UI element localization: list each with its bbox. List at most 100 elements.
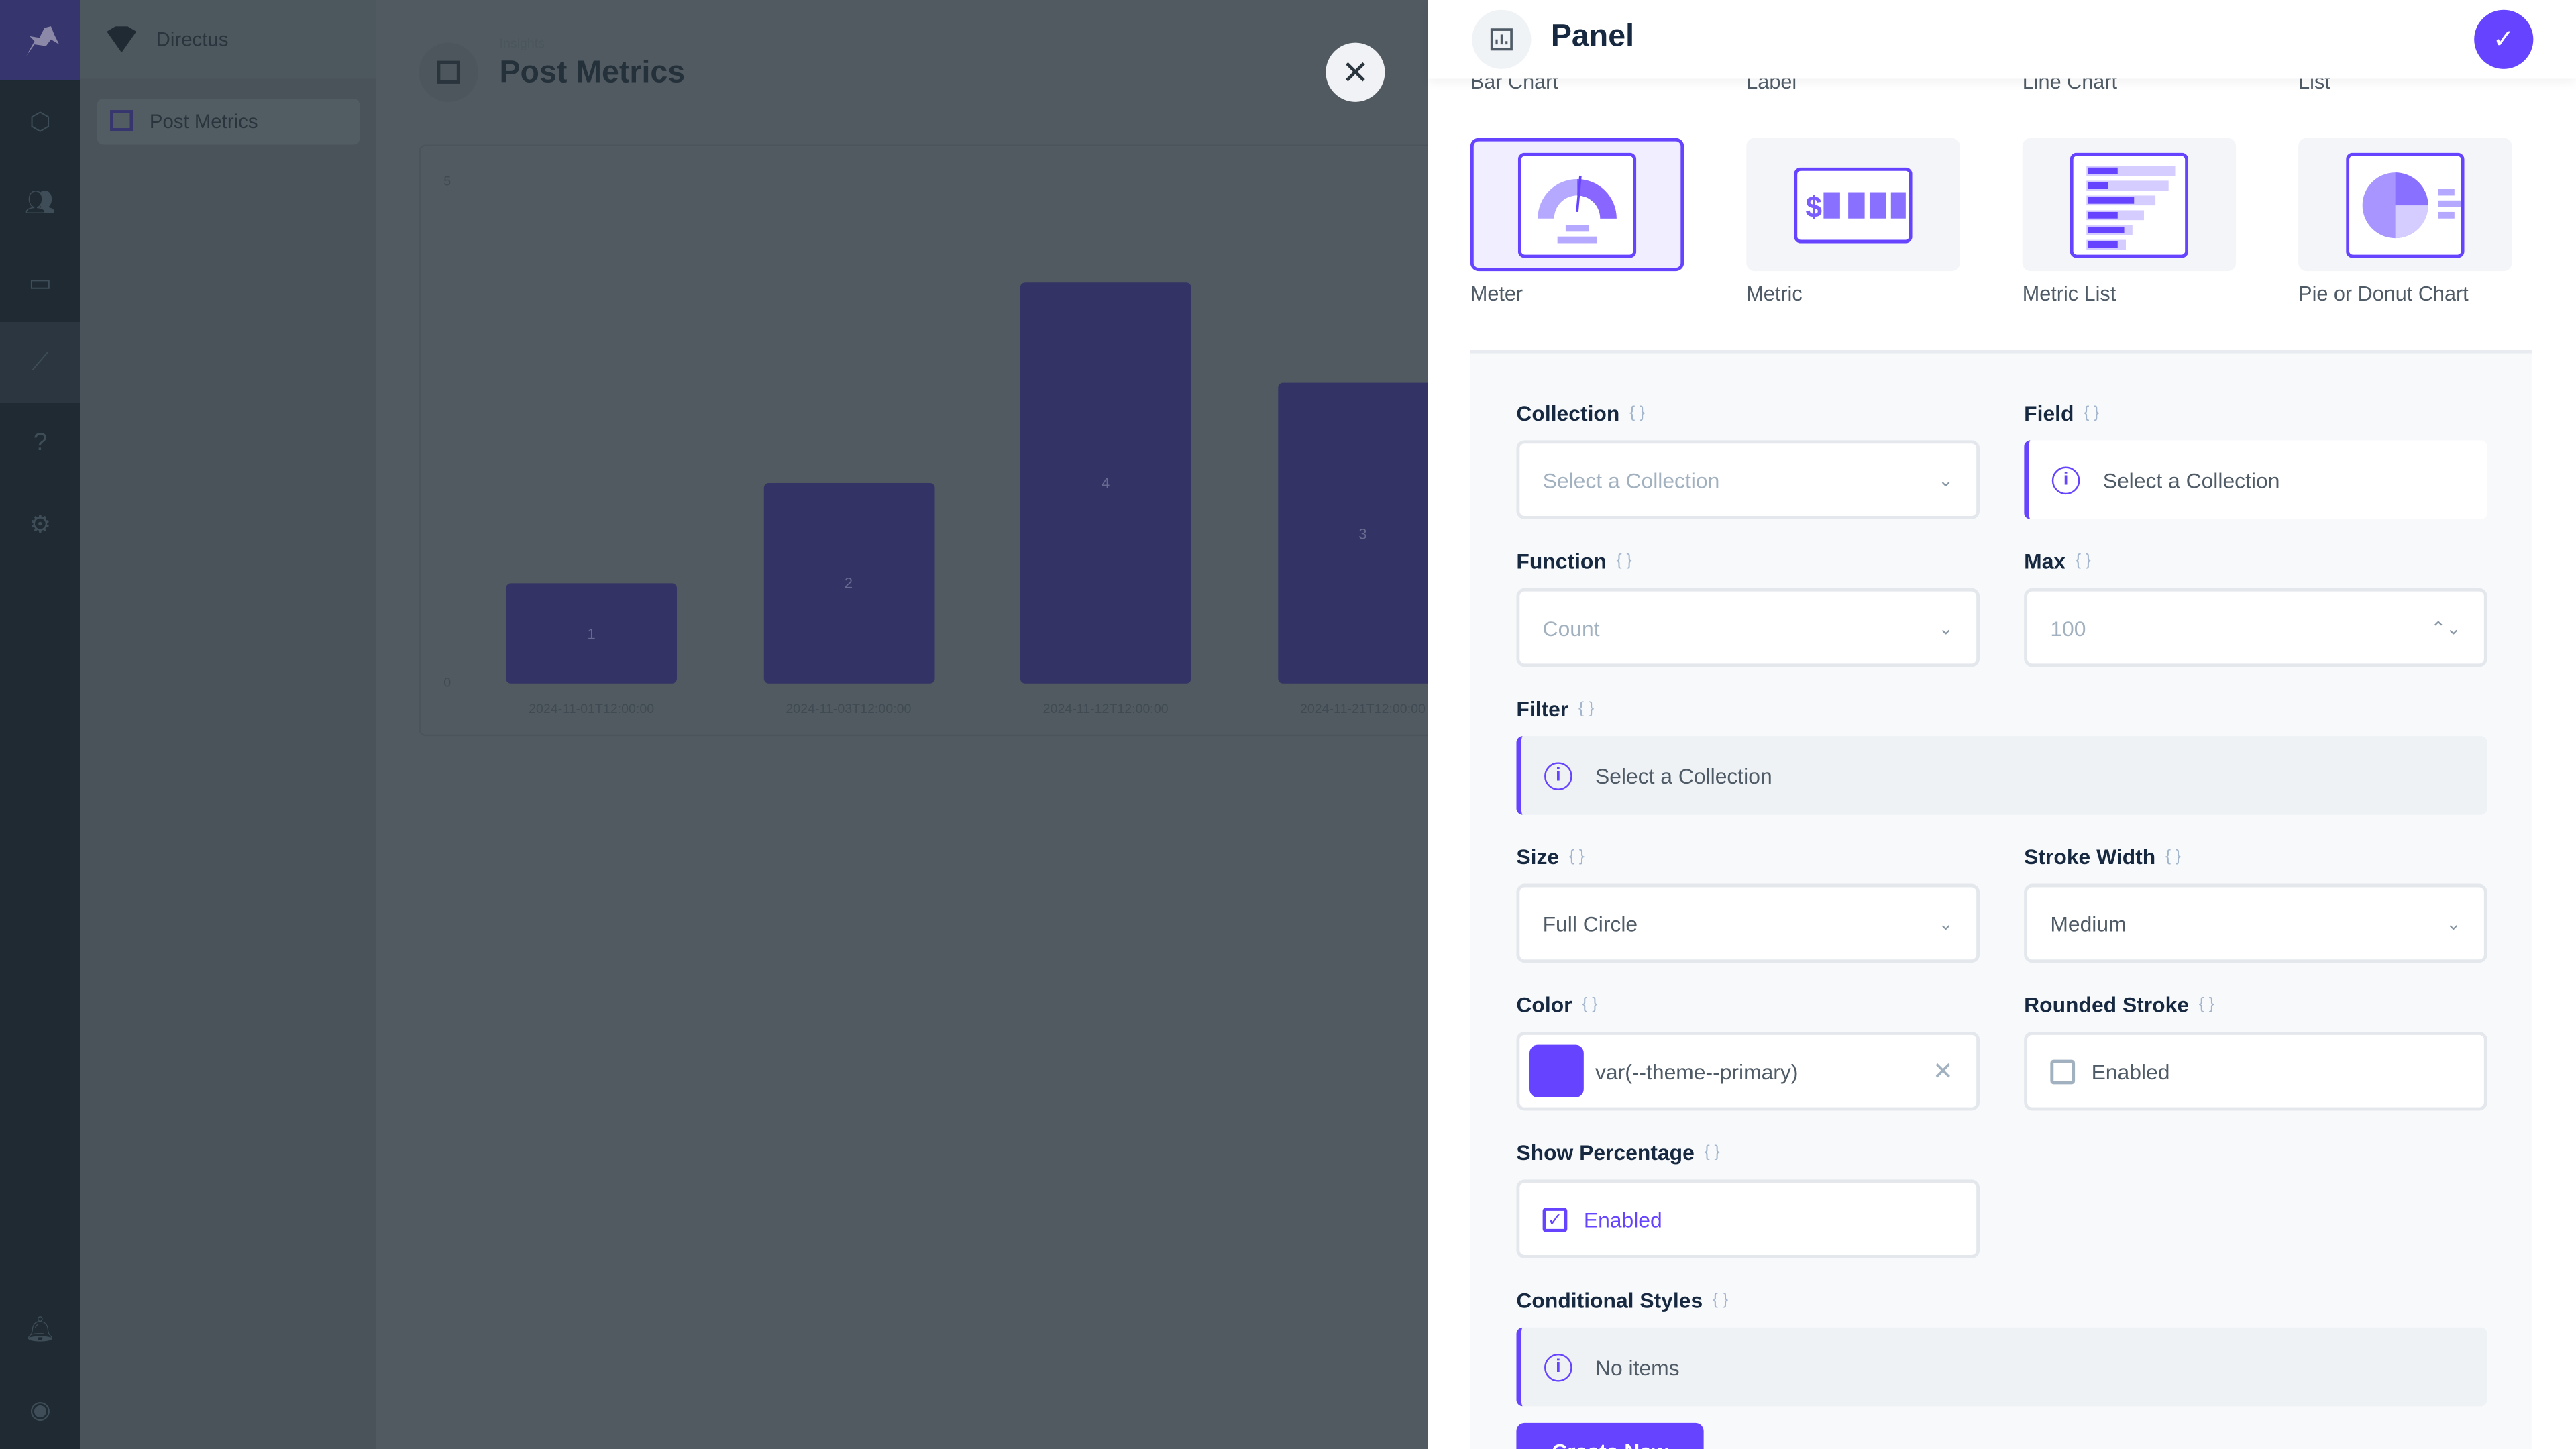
type-metric-list-tile[interactable] xyxy=(2022,138,2237,272)
panel-options-form: Collection{ } Select a Collection ⌄ Field… xyxy=(1470,350,2532,1449)
type-pie-donut-tile[interactable] xyxy=(2298,138,2512,272)
close-icon: ✕ xyxy=(1341,55,1369,91)
type-meter-tile[interactable] xyxy=(1470,138,1684,272)
bar-value-label: 1 xyxy=(587,625,596,642)
content-module-icon[interactable]: ⬡ xyxy=(29,107,52,136)
raw-value-icon[interactable]: { } xyxy=(1568,847,1585,866)
breadcrumb[interactable]: Insights xyxy=(499,36,545,51)
raw-value-icon[interactable]: { } xyxy=(1578,700,1595,718)
chevron-down-icon: ⌄ xyxy=(1938,914,1953,934)
color-label: Color{ } xyxy=(1516,992,1598,1017)
x-tick-label: 2024-11-21T12:00:00 xyxy=(1299,701,1426,716)
collection-label: Collection{ } xyxy=(1516,400,1646,426)
bar[interactable] xyxy=(1020,282,1191,684)
stroke-width-label: Stroke Width{ } xyxy=(2024,844,2182,869)
y-tick-label: 5 xyxy=(443,174,451,189)
save-button[interactable]: ✓ xyxy=(2474,9,2534,69)
bar[interactable] xyxy=(506,583,677,684)
type-metric-tile[interactable]: $ xyxy=(1746,138,1960,272)
size-select[interactable]: Full Circle ⌄ xyxy=(1516,883,1980,963)
filter-label: Filter{ } xyxy=(1516,696,1595,722)
filter-notice: i Select a Collection xyxy=(1516,736,2487,815)
insights-module-icon[interactable]: ⟋ xyxy=(0,322,81,403)
navigation-sidebar: Directus Post Metrics xyxy=(80,0,376,1449)
users-module-icon[interactable]: 👥︎ xyxy=(24,188,56,217)
raw-value-icon[interactable]: { } xyxy=(1616,551,1632,570)
max-input[interactable]: 100 ⌃⌄ xyxy=(2024,588,2487,667)
bar[interactable] xyxy=(763,483,934,684)
create-new-button[interactable]: Create New xyxy=(1516,1422,1704,1449)
conditional-styles-notice: i No items xyxy=(1516,1327,2487,1407)
color-swatch[interactable] xyxy=(1529,1044,1584,1097)
module-bar: ⬡ 👥︎ ▭ ⟋ ? ⚙ 🔔︎ ◉ xyxy=(0,0,81,1449)
bar-value-label: 3 xyxy=(1358,525,1367,541)
x-tick-label: 2024-11-12T12:00:00 xyxy=(1042,701,1169,716)
check-icon: ✓ xyxy=(2492,26,2515,54)
main-content: Insights Post Metrics 0 5 1 2024-11-01T12:0… xyxy=(376,0,1448,1449)
raw-value-icon[interactable]: { } xyxy=(1712,1291,1729,1309)
y-tick-label: 0 xyxy=(443,675,451,690)
info-icon: i xyxy=(1544,1352,1572,1381)
dashboard-icon xyxy=(110,110,133,131)
bar[interactable] xyxy=(1277,382,1448,684)
rounded-stroke-checkbox[interactable]: Enabled xyxy=(2024,1031,2487,1111)
files-module-icon[interactable]: ▭ xyxy=(28,268,52,297)
svg-text:$: $ xyxy=(1805,190,1822,223)
function-select[interactable]: Count ⌄ xyxy=(1516,588,1980,667)
bar-value-label: 4 xyxy=(1102,474,1110,492)
drawer-header: Panel ✓ xyxy=(1428,0,2576,79)
type-meter-label: Meter xyxy=(1470,282,1523,306)
x-tick-label: 2024-11-01T12:00:00 xyxy=(529,701,655,716)
raw-value-icon[interactable]: { } xyxy=(2084,404,2100,423)
x-tick-label: 2024-11-03T12:00:00 xyxy=(786,701,912,716)
color-input[interactable]: var(--theme--primary) ✕ xyxy=(1516,1031,1980,1111)
settings-icon[interactable]: ⚙ xyxy=(29,510,52,539)
page-title: Post Metrics xyxy=(499,56,686,91)
bar-value-label: 2 xyxy=(844,575,853,592)
notifications-bell-icon[interactable]: 🔔︎ xyxy=(24,1315,56,1344)
conditional-styles-label: Conditional Styles{ } xyxy=(1516,1288,1729,1313)
raw-value-icon[interactable]: { } xyxy=(2075,551,2092,570)
insert-chart-icon xyxy=(1472,9,1532,69)
rounded-stroke-label: Rounded Stroke{ } xyxy=(2024,992,2214,1017)
raw-value-icon[interactable]: { } xyxy=(2165,847,2182,866)
field-notice: i Select a Collection xyxy=(2024,440,2487,519)
chevron-down-icon: ⌄ xyxy=(1938,619,1953,639)
chevron-down-icon: ⌄ xyxy=(1938,470,1953,491)
drawer-title: Panel xyxy=(1550,19,1635,54)
checkbox-unchecked-icon xyxy=(2050,1059,2076,1084)
clear-icon[interactable]: ✕ xyxy=(1933,1058,1953,1086)
close-drawer-button[interactable]: ✕ xyxy=(1326,42,1385,102)
user-avatar-icon[interactable]: ◉ xyxy=(29,1395,52,1424)
dashboard-icon xyxy=(419,42,478,102)
type-metric-list-label: Metric List xyxy=(2022,282,2116,306)
meter-icon xyxy=(1517,152,1637,258)
bar-chart: 0 5 1 2024-11-01T12:00:00 2 2024-11-03T12:00:… xyxy=(421,146,1448,738)
raw-value-icon[interactable]: { } xyxy=(1629,404,1646,423)
info-icon: i xyxy=(1544,761,1572,790)
chevron-down-icon: ⌄ xyxy=(2446,914,2461,934)
stepper-icon[interactable]: ⌃⌄ xyxy=(2430,619,2461,639)
metric-icon: $ xyxy=(1794,166,1913,243)
pie-chart-icon xyxy=(2346,152,2465,258)
project-icon xyxy=(107,26,137,53)
nav-item-post-metrics[interactable]: Post Metrics xyxy=(97,98,360,145)
stroke-width-select[interactable]: Medium ⌄ xyxy=(2024,883,2487,963)
type-pie-donut-label: Pie or Donut Chart xyxy=(2298,282,2469,306)
collection-select[interactable]: Select a Collection ⌄ xyxy=(1516,440,1980,519)
max-label: Max{ } xyxy=(2024,548,2092,574)
show-percentage-label: Show Percentage{ } xyxy=(1516,1140,1720,1165)
function-label: Function{ } xyxy=(1516,548,1632,574)
help-icon[interactable]: ? xyxy=(33,429,48,457)
raw-value-icon[interactable]: { } xyxy=(1704,1143,1720,1162)
show-percentage-checkbox[interactable]: ✓ Enabled xyxy=(1516,1179,1980,1258)
raw-value-icon[interactable]: { } xyxy=(1582,996,1598,1014)
field-label: Field{ } xyxy=(2024,400,2100,426)
info-icon: i xyxy=(2051,466,2080,494)
directus-logo[interactable] xyxy=(0,0,81,81)
nav-item-label: Post Metrics xyxy=(149,110,258,133)
bar-chart-panel[interactable]: 0 5 1 2024-11-01T12:00:00 2 2024-11-03T12:00:… xyxy=(419,144,1448,738)
project-name: Directus xyxy=(156,28,229,51)
raw-value-icon[interactable]: { } xyxy=(2198,996,2214,1014)
project-header[interactable]: Directus xyxy=(80,0,376,79)
